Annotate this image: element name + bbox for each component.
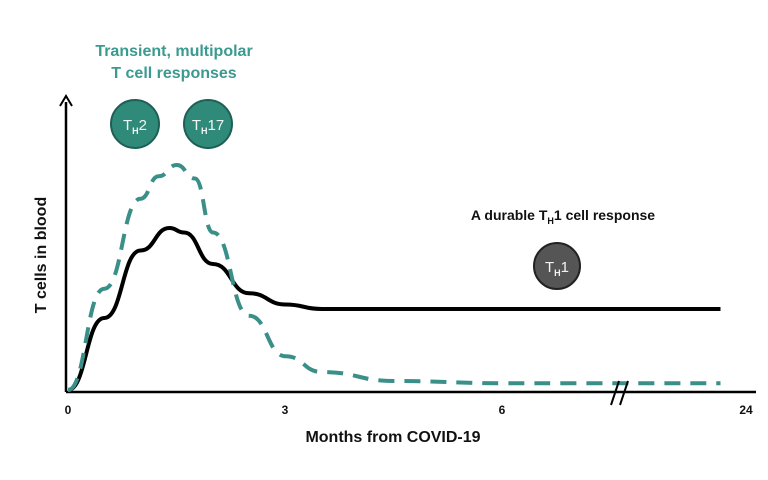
th17-cell-label: TH17 — [192, 117, 224, 136]
series-line-dashed — [67, 162, 721, 392]
th1-cell-icon: TH1 — [533, 242, 581, 290]
x-tick-0: 0 — [65, 403, 72, 417]
th17-cell-icon: TH17 — [183, 99, 233, 149]
th2-cell-body — [110, 99, 160, 149]
th17-cell-body — [183, 99, 233, 149]
x-axis-label: Months from COVID-19 — [305, 429, 480, 446]
th1-cell-body — [533, 242, 581, 290]
y-axis-label: T cells in blood — [33, 197, 50, 313]
axis-break-icon — [610, 380, 629, 406]
x-tick-3: 3 — [282, 403, 289, 417]
x-tick-6: 6 — [499, 403, 506, 417]
th2-cell-icon: TH2 — [110, 99, 160, 149]
y-axis-arrow-icon — [59, 94, 73, 107]
th2-cell-label: TH2 — [123, 117, 147, 136]
transient-title-line1: Transient, multipolar — [95, 43, 252, 60]
series-line-solid — [67, 225, 721, 392]
transient-title-line2: T cell responses — [111, 65, 236, 82]
x-tick-24: 24 — [739, 403, 753, 417]
durable-annotation: A durable TH1 cell response — [471, 207, 655, 226]
th1-cell-label: TH1 — [545, 259, 569, 278]
